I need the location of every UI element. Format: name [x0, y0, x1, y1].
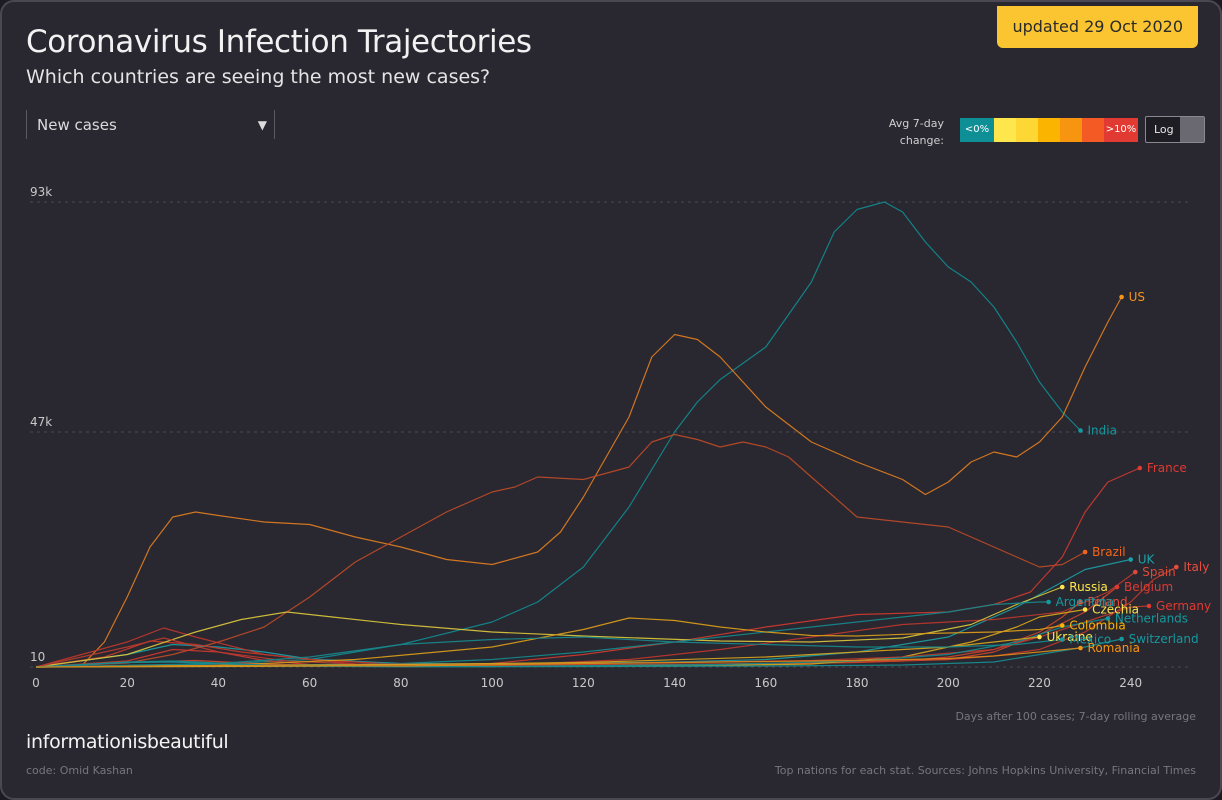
series-label: Poland — [1088, 595, 1128, 609]
series-label: Colombia — [1069, 619, 1125, 633]
legend-swatch — [1082, 118, 1104, 142]
series-end-dot — [1105, 616, 1111, 621]
legend-swatch — [1038, 118, 1060, 142]
series-label: Czechia — [1092, 603, 1139, 617]
y-tick-label: 10 — [30, 650, 45, 664]
legend-swatch: >10% — [1104, 118, 1138, 142]
series-line — [35, 571, 1136, 668]
x-axis-note: Days after 100 cases; 7-day rolling aver… — [955, 710, 1196, 723]
log-toggle-label: Log — [1154, 123, 1174, 136]
x-tick-label: 120 — [572, 676, 595, 690]
x-tick-label: 0 — [32, 676, 40, 690]
series-line — [35, 638, 1122, 668]
series-end-dot — [1059, 584, 1065, 590]
page-title: Coronavirus Infection Trajectories — [26, 24, 532, 60]
brand-logo: informationisbeautiful — [26, 731, 229, 753]
series-label: US — [1129, 290, 1145, 304]
series-end-dot — [1078, 428, 1083, 433]
updated-badge: updated 29 Oct 2020 — [997, 6, 1198, 48]
color-legend: <0% >10% — [960, 118, 1138, 142]
x-tick-label: 80 — [393, 676, 408, 690]
series-label: Mexico — [1069, 633, 1111, 647]
series-line — [35, 617, 1109, 668]
metric-select[interactable]: New cases ▼ — [26, 110, 275, 139]
series-end-dot — [1119, 636, 1124, 642]
x-tick-label: 220 — [1028, 676, 1051, 690]
x-tick-label: 140 — [663, 676, 686, 690]
toggle-knob — [1180, 117, 1204, 142]
series-line — [35, 566, 1177, 668]
series-end-dot — [1132, 569, 1138, 575]
page-subtitle: Which countries are seeing the most new … — [26, 66, 491, 88]
series-end-dot — [1059, 623, 1065, 628]
y-tick-label: 93k — [30, 185, 52, 199]
x-tick-label: 200 — [937, 676, 960, 690]
series-label: Netherlands — [1115, 612, 1188, 626]
series-label: Spain — [1142, 565, 1176, 579]
series-line — [35, 617, 1063, 668]
legend-swatch — [1060, 118, 1082, 142]
x-tick-label: 180 — [846, 676, 869, 690]
series-label: Switzerland — [1129, 632, 1199, 646]
series-label: Russia — [1069, 580, 1108, 594]
log-scale-toggle[interactable]: Log — [1145, 116, 1205, 143]
series-label: Belgium — [1124, 580, 1173, 594]
series-label: UK — [1138, 553, 1156, 567]
series-end-dot — [1128, 557, 1134, 562]
series-label: France — [1147, 461, 1187, 475]
series-end-dot — [1046, 599, 1051, 605]
series-end-dot — [1037, 634, 1042, 640]
series-end-dot — [1146, 603, 1152, 609]
x-tick-label: 20 — [120, 676, 135, 690]
x-tick-label: 60 — [302, 676, 317, 690]
series-line — [35, 647, 1081, 668]
series-line — [35, 433, 1086, 668]
series-end-dot — [1174, 564, 1179, 570]
series-line — [35, 636, 1063, 668]
series-label: Ukraine — [1046, 630, 1092, 644]
series-end-dot — [1119, 294, 1124, 300]
series-end-dot — [1114, 584, 1120, 590]
series-label: India — [1088, 424, 1117, 438]
caret-down-icon: ▼ — [257, 118, 267, 132]
y-tick-label: 47k — [30, 415, 52, 429]
series-label: Romania — [1088, 641, 1140, 655]
series-end-dot — [1082, 607, 1088, 612]
metric-select-value: New cases — [37, 116, 117, 134]
series-label: Germany — [1156, 599, 1211, 613]
color-legend-label: Avg 7-day change: — [888, 117, 944, 147]
code-credit: code: Omid Kashan — [26, 764, 133, 777]
series-label: Brazil — [1092, 545, 1126, 559]
series-end-dot — [1078, 645, 1083, 651]
x-tick-label: 160 — [754, 676, 777, 690]
legend-swatch — [994, 118, 1016, 142]
sources-note: Top nations for each stat. Sources: John… — [774, 764, 1196, 777]
legend-swatch: <0% — [960, 118, 994, 142]
legend-swatch — [1016, 118, 1038, 142]
series-end-dot — [1082, 549, 1088, 555]
series-line — [35, 296, 1123, 668]
series-line — [35, 586, 1063, 668]
x-tick-label: 40 — [211, 676, 226, 690]
series-label: Argentina — [1056, 595, 1115, 609]
x-tick-label: 240 — [1119, 676, 1142, 690]
series-end-dot — [1078, 599, 1083, 605]
series-end-dot — [1059, 637, 1065, 642]
x-tick-label: 100 — [481, 676, 504, 690]
series-end-dot — [1137, 465, 1143, 471]
series-line — [35, 201, 1081, 668]
series-label: Italy — [1183, 560, 1209, 574]
